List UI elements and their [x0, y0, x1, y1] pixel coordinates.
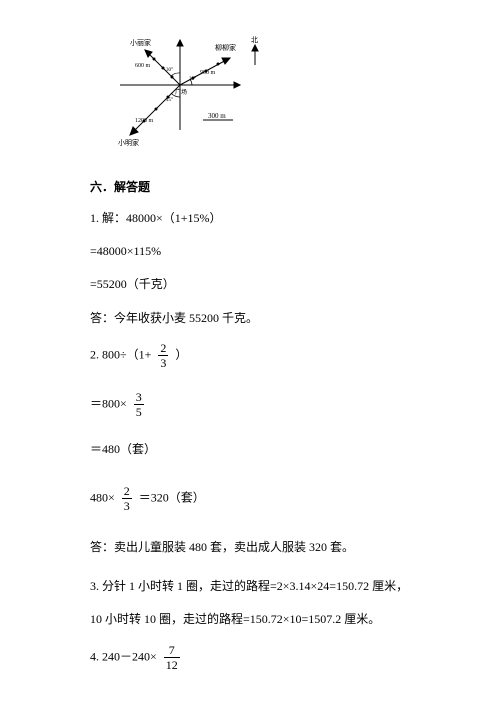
line-8a: 480×: [90, 490, 118, 504]
line-8: 480× 2 3 ＝320（套）: [90, 485, 440, 512]
line-9: 答：卖出儿童服装 480 套，卖出成人服装 320 套。: [90, 538, 440, 557]
line-10: 3. 分针 1 小时转 1 圈，走过的路程=2×3.14×24=150.72 厘…: [90, 577, 440, 596]
label-scale: 300 m: [208, 112, 226, 120]
label-top-right: 柳柳家: [215, 43, 236, 52]
line-8b: ＝320（套）: [139, 490, 205, 504]
line-12a: 4. 240－240×: [90, 649, 160, 663]
line-5: 2. 800÷（1+ 2 3 ）: [90, 342, 440, 369]
line-1: 1. 解：48000×（1+15%）: [90, 209, 440, 228]
label-top-left: 小丽家: [130, 38, 151, 47]
line-7: ＝480（套）: [90, 440, 440, 459]
label-center: 广场: [175, 88, 187, 96]
line-5b: ）: [175, 347, 187, 361]
label-angle-tl: 30°: [166, 68, 173, 73]
line-3: =55200（千克）: [90, 275, 440, 294]
label-bottom-left: 小明家: [118, 138, 139, 147]
label-angle-bl: 45°: [166, 98, 173, 103]
label-angle-tr: 30°: [189, 77, 196, 82]
section-title: 六．解答题: [90, 178, 440, 195]
line-6a: ＝800×: [90, 396, 130, 410]
fraction-7-12: 7 12: [164, 644, 180, 671]
label-dist-bl: 1200 m: [135, 118, 154, 124]
line-4: 答：今年收获小麦 55200 千克。: [90, 309, 440, 328]
fraction-3-5: 3 5: [134, 391, 144, 418]
line-6: ＝800× 3 5: [90, 391, 440, 418]
label-north: 北: [251, 36, 258, 44]
line-11: 10 小时转 10 圈，走过的路程=150.72×10=1507.2 厘米。: [90, 610, 440, 629]
line-12: 4. 240－240× 7 12: [90, 644, 440, 671]
label-dist-tl: 600 m: [135, 63, 151, 69]
label-dist-tr: 900 m: [200, 70, 216, 76]
map-diagram: 小丽家 柳柳家 小明家 广场 北 300 m 600 m 900 m 1200 …: [90, 20, 270, 150]
fraction-2-3b: 2 3: [122, 485, 132, 512]
fraction-2-3: 2 3: [158, 342, 168, 369]
page-container: 小丽家 柳柳家 小明家 广场 北 300 m 600 m 900 m 1200 …: [0, 0, 500, 705]
line-5a: 2. 800÷（1+: [90, 347, 154, 361]
line-2: =48000×115%: [90, 242, 440, 261]
